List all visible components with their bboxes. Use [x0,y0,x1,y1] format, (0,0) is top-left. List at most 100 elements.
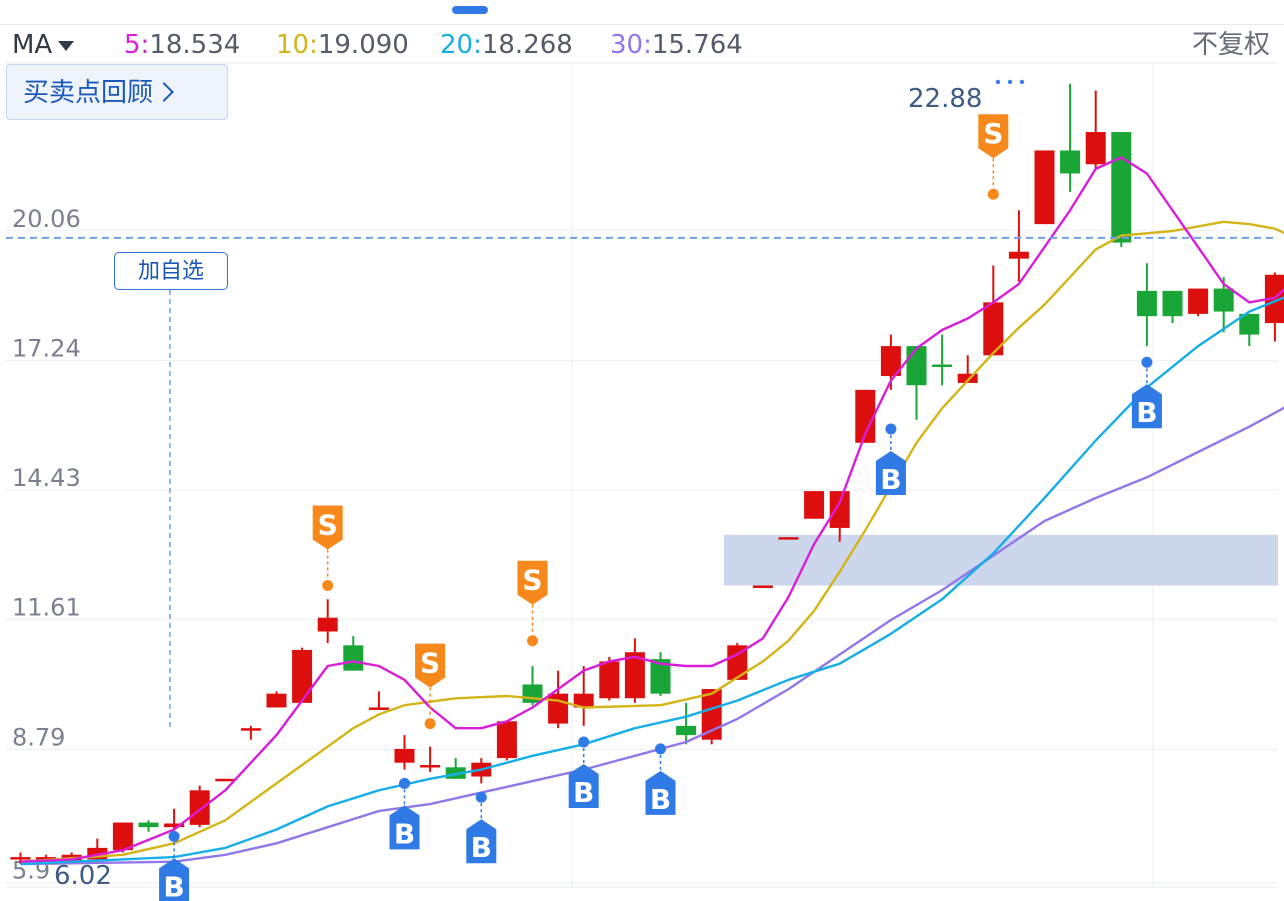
ma5-line [20,156,1284,863]
y-tick-label: 11.61 [12,594,81,622]
sell-signal-badge: S [312,505,343,580]
y-tick-label: 8.79 [12,724,65,752]
candle-body [112,822,133,851]
buy-badge-shape [466,819,497,864]
buy-badge-label: B [1136,396,1157,429]
candle-body [752,585,773,588]
sell-signal-dot [987,188,999,200]
candle-body [215,778,236,782]
candle-body [1239,313,1260,335]
buy-signal-dot [578,736,590,748]
candle-body [701,689,722,740]
buy-badge-shape [389,805,420,850]
candle-body [906,346,927,386]
candle-body [829,491,850,528]
buy-badge-shape [875,450,906,495]
more-dots-icon [995,79,1001,85]
ma-selector-label: MA [12,30,53,60]
candle-body [138,822,159,828]
sell-badge-label: S [318,508,338,541]
candle-body [573,693,594,708]
trade-review-label: 买卖点回顾 [23,78,154,108]
candle-body [983,302,1004,356]
candle-body [1111,132,1132,243]
candle-body [164,823,185,828]
candle-body [650,659,671,694]
candle-body [10,857,31,860]
ma30-label: 30: [610,30,652,60]
y-tick-label: 14.43 [12,464,81,492]
sell-signal-badge: S [517,560,548,635]
candles [10,83,1284,864]
ma10-legend: 10:19.090 [276,29,409,61]
chevron-right-icon [154,81,174,102]
add-to-watchlist-button[interactable]: 加自选 [114,252,228,290]
ma20-line [20,296,1284,866]
buy-signal-badge: B [875,434,906,496]
candle-body [778,537,799,540]
buy-badge-shape [1131,384,1162,429]
sell-signal-dot [527,635,538,647]
candle-body [1188,288,1209,314]
sell-signal-badge: S [978,114,1009,189]
candle-body [240,728,261,731]
extreme-labels: 22.88 6.02 [54,79,1025,891]
sell-signal-badge: S [415,643,446,718]
ma20-value: 18.268 [481,30,573,60]
buy-badge-label: B [394,817,415,850]
current-price-line [6,236,1278,730]
buy-signal-badge: B [466,803,497,864]
buy-signal-badge: B [159,842,190,901]
buy-signal-dot [399,777,410,789]
sell-badge-label: S [420,647,440,680]
buy-badge-shape [159,858,190,901]
candle-body [676,725,697,736]
buy-signal-badge: B [568,747,599,809]
candle-body [599,661,620,699]
candle-body [1034,150,1055,225]
buy-signal-badge: B [1131,368,1162,429]
sell-badge-shape [517,560,548,605]
buy-badge-label: B [573,776,594,809]
buy-badge-label: B [471,831,492,864]
price-adjust-toggle[interactable]: 不复权 [1191,30,1270,60]
ma5-value: 18.534 [149,30,241,60]
ma10-line [20,220,1284,863]
ma30-value: 15.764 [651,30,743,60]
sell-badge-label: S [522,564,542,597]
buy-signal-dot [168,830,180,842]
ma5-label: 5: [124,30,150,60]
ma-indicator-selector[interactable]: MA [12,29,75,61]
buy-badge-label: B [880,463,901,496]
buy-signal-dot [1141,356,1153,368]
y-tick-label: 17.24 [12,335,81,363]
sell-badge-shape [415,643,446,688]
buy-badge-shape [645,770,676,815]
sell-badge-label: S [983,117,1003,150]
ma-legend-bar: MA 5:18.534 10:19.090 20:18.268 30:15.76… [0,24,1284,65]
candle-body [1162,290,1183,317]
ma5-legend: 5:18.534 [124,29,240,61]
sell-signal-dot [322,579,334,591]
candle-body [1085,132,1106,165]
buy-badge-label: B [650,783,671,816]
candle-body [624,652,645,699]
y-tick-label: 20.06 [12,205,81,233]
ma20-label: 20: [440,30,482,60]
candle-body [1008,251,1029,259]
candle-body [292,649,313,703]
candle-body [727,645,748,680]
buy-badge-label: B [163,870,184,901]
buy-signal-badge: B [389,789,420,850]
candle-body [266,693,287,708]
buy-signal-badge: B [645,754,676,816]
candle-body [804,491,825,519]
buy-signal-dot [655,743,666,755]
sell-badge-shape [312,505,343,550]
candle-body [368,707,389,710]
trade-review-button[interactable]: 买卖点回顾 [6,64,228,120]
panel-drag-handle[interactable] [452,6,488,14]
trade-signals: BSBSBSBBBSBS [159,114,1162,901]
